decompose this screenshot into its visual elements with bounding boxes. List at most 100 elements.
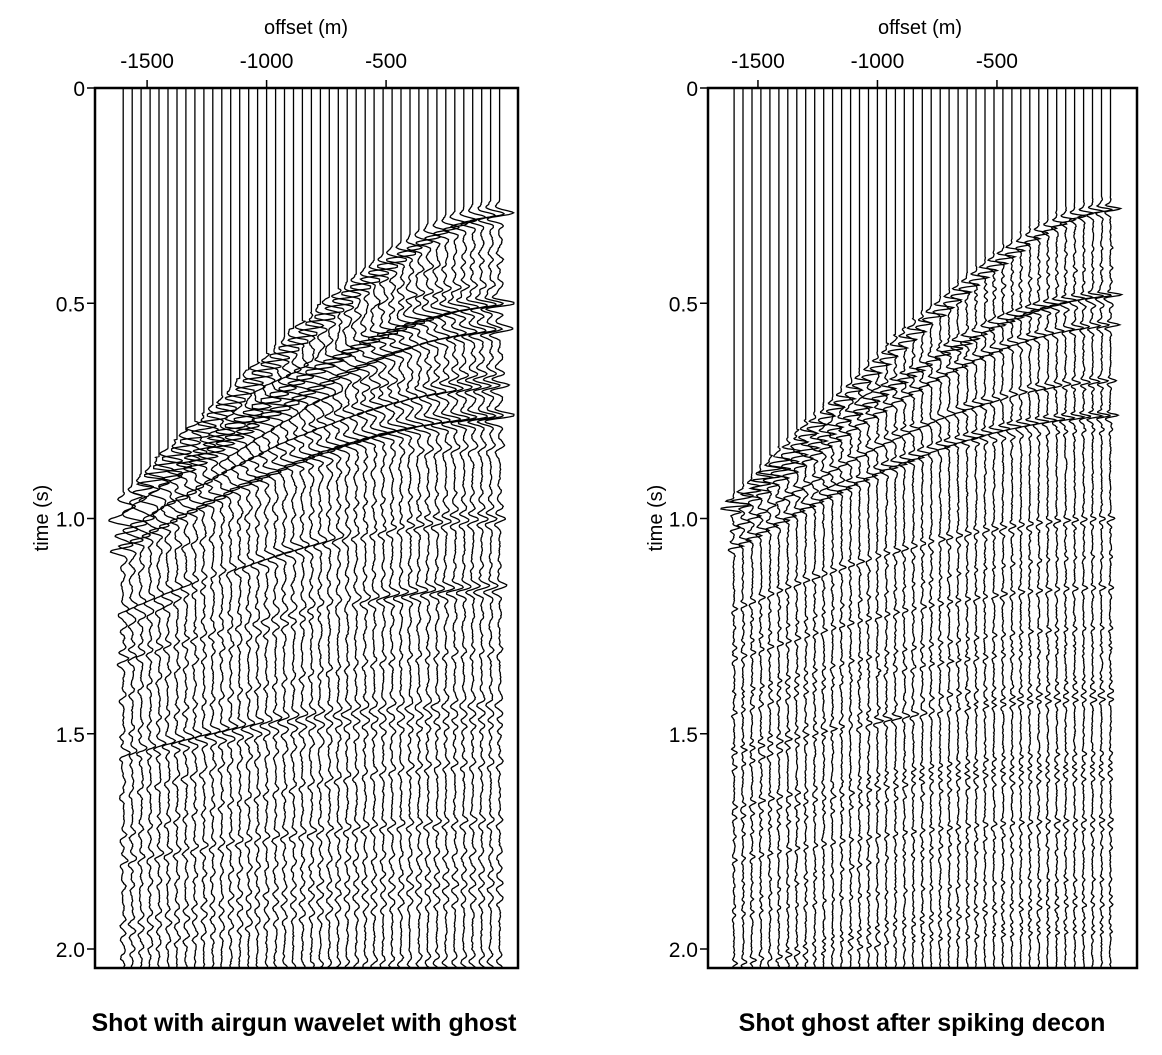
seismic-trace xyxy=(986,88,1010,969)
seismic-trace xyxy=(729,88,754,969)
seismic-trace xyxy=(921,88,948,968)
traces xyxy=(108,88,515,969)
seismic-trace xyxy=(798,88,822,969)
y-axis-title: time (s) xyxy=(31,485,53,552)
seismic-trace xyxy=(1094,88,1114,969)
seismic-trace xyxy=(851,88,875,969)
seismic-trace xyxy=(242,88,273,969)
seismic-trace xyxy=(179,88,210,969)
seismic-trace xyxy=(224,88,256,968)
seismic-trace xyxy=(833,88,858,968)
seismic-trace xyxy=(842,88,864,969)
x-tick-label: -500 xyxy=(365,50,407,73)
seismic-trace xyxy=(977,88,1000,968)
seismic-trace xyxy=(135,88,166,968)
seismic-trace xyxy=(749,88,775,969)
seismic-trace xyxy=(457,88,488,969)
seismic-trace xyxy=(720,88,750,969)
seismic-trace xyxy=(1004,88,1027,968)
seismic-trace xyxy=(153,88,184,968)
seismic-trace xyxy=(879,88,899,968)
y-tick-label: 1.5 xyxy=(56,724,85,747)
seismic-trace xyxy=(385,88,417,969)
seismic-trace xyxy=(403,88,435,969)
seismic-trace xyxy=(260,88,291,969)
seismic-trace xyxy=(170,88,202,969)
seismic-trace xyxy=(129,88,155,969)
x-tick-label: -1500 xyxy=(731,50,785,73)
seismic-trace xyxy=(1103,88,1124,969)
y-tick-label: 2.0 xyxy=(56,939,85,962)
seismic-trace xyxy=(869,88,893,969)
seismic-trace xyxy=(423,88,452,969)
seismic-trace xyxy=(368,88,399,969)
x-tick-label: -500 xyxy=(976,50,1018,73)
seismic-trace xyxy=(816,88,838,969)
y-tick-label: 0.5 xyxy=(56,293,85,316)
seismic-trace xyxy=(1068,88,1087,969)
seismic-trace xyxy=(1049,88,1070,969)
seismic-trace xyxy=(466,88,497,969)
panel-title: Shot ghost after spiking decon xyxy=(739,1009,1106,1037)
seismic-trace xyxy=(341,88,372,968)
seismic-trace xyxy=(1058,88,1077,968)
y-tick-label: 1.5 xyxy=(669,724,698,747)
seismic-trace xyxy=(826,88,846,968)
seismic-trace xyxy=(932,88,956,969)
seismic-trace xyxy=(1077,88,1095,968)
seismic-trace xyxy=(376,88,408,969)
seismic-trace xyxy=(1030,88,1053,969)
x-tick-labels: -1500 -1000 -500 xyxy=(731,50,1018,73)
seismic-trace xyxy=(958,88,981,969)
seismic-trace xyxy=(323,88,354,969)
x-tick-label: -1000 xyxy=(851,50,905,73)
seismic-trace xyxy=(940,88,964,968)
seismic-trace xyxy=(188,88,219,968)
seismic-trace xyxy=(251,88,282,969)
y-tick-label: 0 xyxy=(686,78,698,101)
x-tick-label: -1500 xyxy=(120,50,174,73)
seismic-trace xyxy=(995,88,1018,969)
plot-frame xyxy=(93,86,520,970)
seismic-trace xyxy=(314,88,345,969)
axis-marks xyxy=(87,80,520,970)
seismic-trace xyxy=(233,88,264,969)
seismic-trace xyxy=(450,88,479,969)
seismic-trace xyxy=(739,88,764,969)
x-tick-label: -1000 xyxy=(240,50,294,73)
seismic-trace xyxy=(305,88,336,969)
seismic-trace xyxy=(1084,88,1105,969)
seismic-trace xyxy=(806,88,830,969)
seismic-trace xyxy=(206,88,237,969)
x-tick-labels: -1500 -1000 -500 xyxy=(120,50,407,73)
y-tick-labels: 0 0.5 1.0 1.5 2.0 xyxy=(669,78,698,962)
seismic-trace xyxy=(1022,88,1043,969)
seismic-trace xyxy=(197,88,228,969)
seismic-trace xyxy=(117,88,148,969)
y-tick-label: 1.0 xyxy=(56,509,85,532)
seismic-trace xyxy=(905,88,928,968)
panel-title: Shot with airgun wavelet with ghost xyxy=(91,1009,517,1037)
seismic-trace xyxy=(768,88,793,969)
seismic-trace xyxy=(430,88,461,969)
seismic-trace xyxy=(950,88,974,969)
seismic-trace xyxy=(861,88,884,968)
seismic-trace xyxy=(1039,88,1061,968)
y-axis-title: time (s) xyxy=(645,485,667,552)
seismic-trace xyxy=(897,88,919,969)
x-axis-title: offset (m) xyxy=(264,17,348,39)
seismic-trace xyxy=(476,88,506,969)
seismic-trace xyxy=(161,88,193,969)
seismic-trace xyxy=(332,88,362,968)
y-tick-labels: 0 0.5 1.0 1.5 2.0 xyxy=(56,78,85,962)
seismic-trace xyxy=(1014,88,1034,969)
seismic-trace xyxy=(215,88,246,968)
seismic-trace xyxy=(296,88,327,969)
seismic-trace xyxy=(887,88,910,969)
seismic-trace xyxy=(278,88,309,968)
seismic-trace xyxy=(914,88,934,969)
traces xyxy=(720,88,1124,969)
seismic-trace xyxy=(780,88,802,969)
seismic-trace xyxy=(968,88,991,968)
